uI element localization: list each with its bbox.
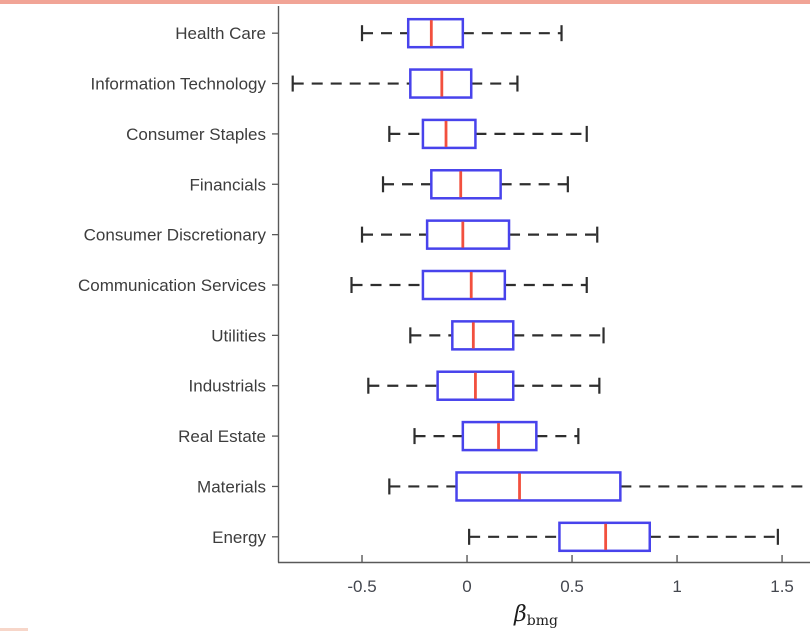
bottom-left-rule-fragment xyxy=(0,628,28,631)
box-row: Financials xyxy=(189,169,569,200)
category-label: Real Estate xyxy=(178,427,266,446)
box-row: Health Care xyxy=(175,17,563,49)
category-label: Communication Services xyxy=(78,276,266,295)
iqr-box xyxy=(455,471,622,502)
iqr-box xyxy=(421,118,477,150)
x-tick-label: -0.5 xyxy=(347,577,376,596)
x-tick-label: 0 xyxy=(462,577,471,596)
iqr-box xyxy=(406,17,465,49)
category-label: Financials xyxy=(189,175,266,194)
category-label: Materials xyxy=(197,477,266,496)
box-row: Consumer Staples xyxy=(126,118,588,150)
box-row: Communication Services xyxy=(78,269,588,301)
x-tick-label: 0.5 xyxy=(560,577,584,596)
box-row: Energy xyxy=(212,521,779,553)
category-label: Information Technology xyxy=(91,75,267,94)
top-border-rule xyxy=(0,0,810,4)
iqr-box xyxy=(451,320,515,351)
iqr-box xyxy=(421,269,507,301)
x-tick-label: 1.5 xyxy=(770,577,794,596)
category-label: Health Care xyxy=(175,24,266,43)
iqr-box xyxy=(425,219,511,250)
box-row: Industrials xyxy=(189,370,601,401)
category-label: Industrials xyxy=(189,377,266,396)
category-label: Energy xyxy=(212,528,266,547)
category-label: Utilities xyxy=(211,326,266,345)
box-row: Materials xyxy=(197,471,810,502)
x-tick-label: 1 xyxy=(672,577,681,596)
category-label: Consumer Discretionary xyxy=(84,226,267,245)
x-axis-title: βbmg xyxy=(513,602,558,629)
box-row: Real Estate xyxy=(178,420,580,452)
box-row: Utilities xyxy=(211,320,605,351)
iqr-box xyxy=(430,169,502,200)
category-label: Consumer Staples xyxy=(126,125,266,144)
box-row: Information Technology xyxy=(91,68,519,99)
box-row: Consumer Discretionary xyxy=(84,219,599,250)
